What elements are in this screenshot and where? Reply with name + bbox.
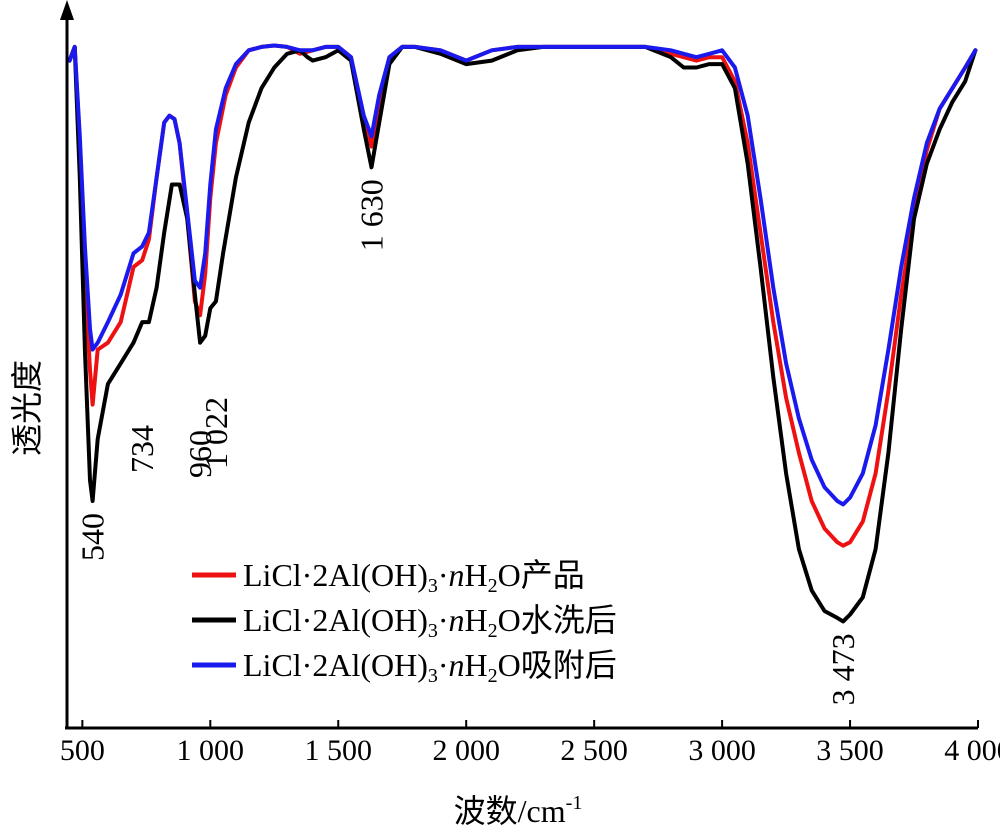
axes <box>60 0 978 730</box>
legend-label: LiCl·2Al(OH)3·nH2O吸附后 <box>243 647 617 687</box>
x-tick-label: 3 500 <box>816 734 884 767</box>
spectrum-lines <box>67 43 978 624</box>
peak-label: 734 <box>124 425 160 473</box>
x-tick-label: 3 000 <box>688 734 756 767</box>
x-axis-label: 波数/cm-1 <box>454 792 583 829</box>
x-axis-label-unit-sup: -1 <box>566 792 583 814</box>
y-axis-label: 透光度 <box>9 360 45 456</box>
peak-label: 960 <box>182 430 218 478</box>
x-tick-label: 4 000 <box>944 734 1000 767</box>
x-tick-label: 2 000 <box>432 734 500 767</box>
y-axis-arrow <box>60 0 74 20</box>
peak-label: 1 022 <box>198 397 234 469</box>
x-tick-label: 500 <box>60 734 105 767</box>
x-ticks: 500 1 000 1 500 2 000 2 500 3 000 3 500 4 000 <box>60 720 1000 767</box>
peak-label: 1 630 <box>354 179 390 251</box>
legend-label: LiCl·2Al(OH)3·nH2O产品 <box>243 557 585 597</box>
x-tick-label: 2 500 <box>560 734 628 767</box>
peak-label: 3 473 <box>825 633 861 705</box>
series-line-3 <box>67 43 978 507</box>
legend: LiCl·2Al(OH)3·nH2O产品 LiCl·2Al(OH)3·nH2O水洗… <box>192 557 617 687</box>
x-tick-label: 1 500 <box>305 734 373 767</box>
legend-label: LiCl·2Al(OH)3·nH2O水洗后 <box>243 602 617 642</box>
x-axis-label-text: 波数/cm <box>454 793 566 829</box>
series-line-2 <box>67 44 978 624</box>
x-tick-label: 1 000 <box>177 734 245 767</box>
peak-label: 540 <box>75 513 111 561</box>
